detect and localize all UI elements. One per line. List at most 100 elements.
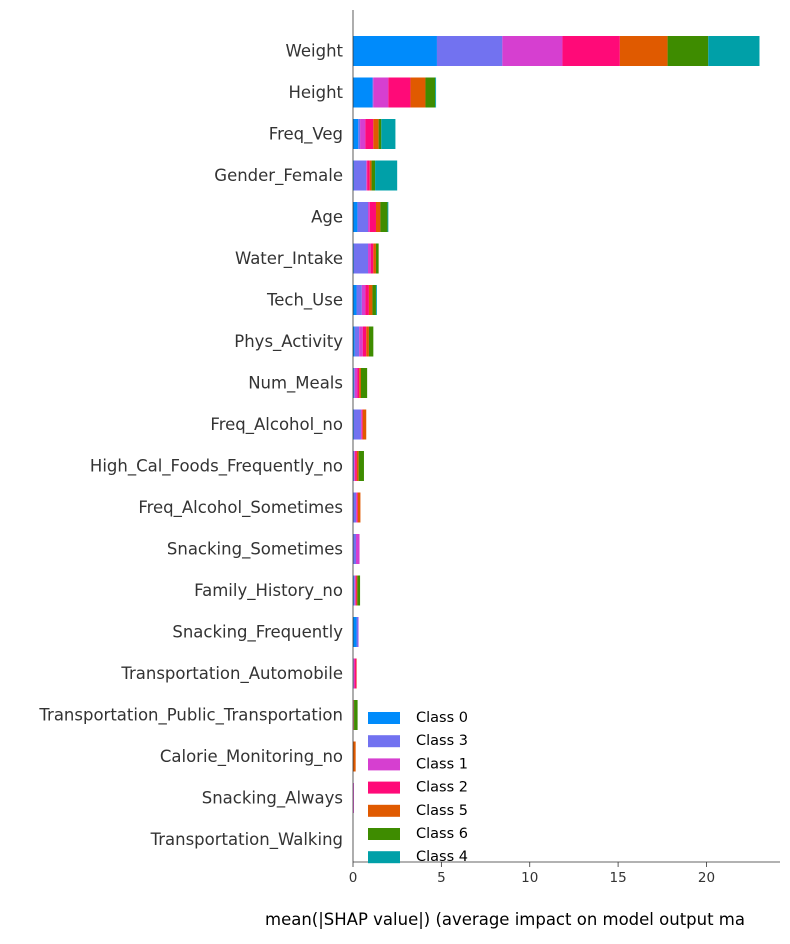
bar-segment-3-1 (353, 119, 358, 149)
y-tick-label: Phys_Activity (234, 332, 343, 352)
bar-segment-11-4 (355, 451, 357, 481)
bar-segment-15-1 (353, 617, 357, 647)
bar-segment-9-3 (355, 368, 358, 398)
y-tick-label: Water_Intake (235, 249, 343, 269)
bar-segment-14-4 (356, 576, 357, 606)
bar-segment-12-3 (356, 493, 357, 523)
bar-segment-7-6 (372, 285, 376, 315)
bar-segment-2-7 (435, 78, 436, 108)
bar-segment-5-7 (387, 202, 388, 232)
bar-segment-9-6 (361, 368, 367, 398)
bar-segment-4-6 (372, 161, 376, 191)
legend-label: Class 6 (416, 826, 468, 842)
y-tick-label: Age (311, 208, 343, 227)
y-tick-label: High_Cal_Foods_Frequently_no (90, 457, 343, 477)
bar-segment-5-2 (357, 202, 368, 232)
bar-segment-2-3 (373, 78, 388, 108)
legend: Class 0 Class 3 Class 1 Class 2 Class 5 Class… (368, 710, 468, 865)
bar-segment-4-2 (354, 161, 366, 191)
legend-label: Class 2 (416, 780, 468, 796)
y-tick-label: Calorie_Monitoring_no (160, 747, 343, 767)
y-tick-label: Height (288, 83, 343, 102)
x-tick-label: 0 (349, 870, 358, 886)
x-tick-label: 20 (698, 870, 715, 886)
legend-swatch (368, 782, 400, 794)
bar-segment-1-3 (502, 36, 562, 66)
bar-segment-7-3 (362, 285, 366, 315)
bar-segment-5-6 (380, 202, 387, 232)
bar-segment-10-5 (363, 410, 367, 440)
bar-segment-1-1 (353, 36, 437, 66)
bar-segment-8-3 (359, 327, 363, 357)
y-tick-label: Tech_Use (266, 291, 343, 311)
bar-segment-3-3 (360, 119, 365, 149)
bar-segment-6-4 (371, 244, 374, 274)
bar-segment-10-2 (354, 410, 361, 440)
bar-segment-13-3 (356, 534, 360, 564)
y-tick-label: Weight (286, 42, 344, 61)
bar-segment-14-5 (357, 576, 358, 606)
bar-segment-4-3 (366, 161, 367, 191)
bar-segment-7-2 (357, 285, 362, 315)
legend-label: Class 3 (416, 733, 468, 749)
y-tick-label: Gender_Female (214, 166, 343, 186)
legend-label: Class 4 (416, 849, 468, 865)
bar-segment-8-2 (355, 327, 359, 357)
bar-segment-7-5 (369, 285, 373, 315)
bar-segment-11-2 (353, 451, 354, 481)
bar-segment-10-3 (361, 410, 362, 440)
bar-segment-9-5 (359, 368, 361, 398)
legend-label: Class 5 (416, 803, 468, 819)
y-tick-label: Snacking_Sometimes (167, 540, 343, 560)
y-tick-label: Freq_Alcohol_no (210, 415, 343, 435)
bar-segment-14-6 (357, 576, 360, 606)
legend-label: Class 1 (416, 756, 468, 772)
bar-segment-6-3 (368, 244, 371, 274)
y-tick-label: Num_Meals (248, 374, 343, 394)
bar-segment-6-5 (373, 244, 376, 274)
bar-segment-4-4 (367, 161, 370, 191)
bar-segment-4-5 (370, 161, 372, 191)
bar-segment-1-4 (562, 36, 619, 66)
legend-swatch (368, 805, 400, 817)
bar-segment-6-2 (354, 244, 368, 274)
legend-swatch (368, 758, 400, 770)
bar-segment-13-2 (353, 534, 356, 564)
bar-segment-10-4 (362, 410, 363, 440)
bar-segment-3-4 (365, 119, 373, 149)
bar-segment-2-1 (353, 78, 372, 108)
bar-segment-11-6 (359, 451, 364, 481)
bar-segment-8-6 (369, 327, 373, 357)
bar-segment-7-4 (365, 285, 369, 315)
bar-segment-6-6 (376, 244, 379, 274)
bar-segment-2-4 (388, 78, 410, 108)
bar-segment-9-4 (357, 368, 359, 398)
legend-swatch (368, 712, 400, 724)
legend-swatch (368, 828, 400, 840)
bar-segment-3-6 (379, 119, 382, 149)
x-axis-label: mean(|SHAP value|) (average impact on mo… (265, 910, 745, 929)
bar-segment-1-2 (437, 36, 502, 66)
y-tick-label: Transportation_Automobile (120, 664, 343, 684)
bar-segment-1-5 (620, 36, 668, 66)
bar-segment-1-7 (708, 36, 759, 66)
bar-segment-12-2 (353, 493, 356, 523)
bar-segment-15-2 (357, 617, 359, 647)
bar-segment-11-3 (354, 451, 355, 481)
bar-segment-3-2 (358, 119, 360, 149)
y-tick-label: Transportation_Walking (150, 830, 343, 850)
y-tick-label: Freq_Alcohol_Sometimes (138, 498, 343, 518)
bar-segment-16-3 (354, 659, 355, 689)
bar-segment-1-6 (668, 36, 709, 66)
y-tick-label: Freq_Veg (269, 125, 343, 145)
bar-segment-5-4 (370, 202, 376, 232)
bar-segment-14-2 (354, 576, 355, 606)
bars-layer (353, 36, 759, 813)
bar-segment-2-5 (410, 78, 425, 108)
y-tick-label: Snacking_Frequently (172, 623, 343, 643)
legend-label: Class 0 (416, 710, 468, 726)
bar-segment-4-7 (375, 161, 397, 191)
x-tick-label: 5 (437, 870, 446, 886)
